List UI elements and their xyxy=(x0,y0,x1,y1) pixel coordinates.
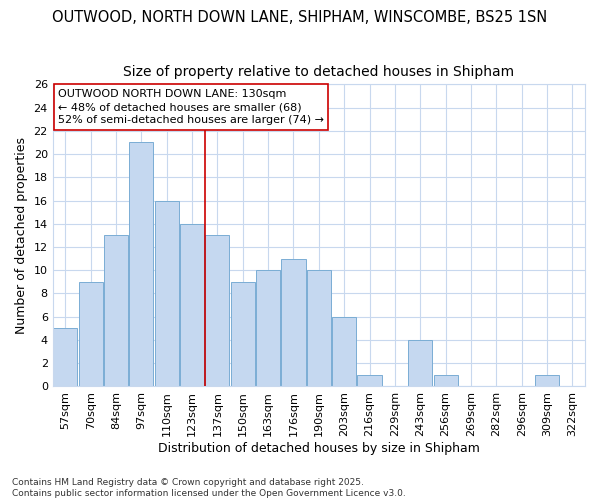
Bar xyxy=(180,224,204,386)
Title: Size of property relative to detached houses in Shipham: Size of property relative to detached ho… xyxy=(123,65,514,79)
Bar xyxy=(155,200,179,386)
Bar xyxy=(53,328,77,386)
Bar xyxy=(256,270,280,386)
Bar xyxy=(434,375,458,386)
Bar xyxy=(358,375,382,386)
Text: OUTWOOD NORTH DOWN LANE: 130sqm
← 48% of detached houses are smaller (68)
52% of: OUTWOOD NORTH DOWN LANE: 130sqm ← 48% of… xyxy=(58,89,324,126)
Bar xyxy=(307,270,331,386)
Bar xyxy=(535,375,559,386)
Text: OUTWOOD, NORTH DOWN LANE, SHIPHAM, WINSCOMBE, BS25 1SN: OUTWOOD, NORTH DOWN LANE, SHIPHAM, WINSC… xyxy=(52,10,548,25)
Bar xyxy=(205,236,229,386)
X-axis label: Distribution of detached houses by size in Shipham: Distribution of detached houses by size … xyxy=(158,442,480,455)
Bar xyxy=(281,258,305,386)
Bar xyxy=(79,282,103,387)
Bar xyxy=(231,282,255,387)
Text: Contains HM Land Registry data © Crown copyright and database right 2025.
Contai: Contains HM Land Registry data © Crown c… xyxy=(12,478,406,498)
Bar xyxy=(130,142,154,386)
Bar xyxy=(104,236,128,386)
Bar xyxy=(408,340,432,386)
Bar xyxy=(332,316,356,386)
Y-axis label: Number of detached properties: Number of detached properties xyxy=(15,137,28,334)
